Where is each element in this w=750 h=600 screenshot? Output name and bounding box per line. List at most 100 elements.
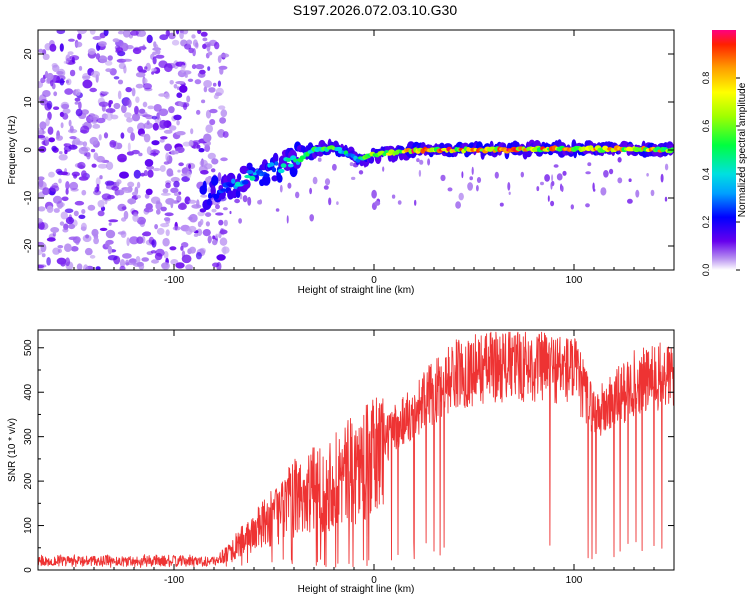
- spectrogram-noise-blob: [186, 39, 193, 46]
- spectrogram-noise-blob: [138, 108, 146, 114]
- spectrogram-noise-blob: [89, 114, 100, 121]
- spectrogram-ridge-halo: [276, 174, 283, 183]
- spectrogram-ridge-halo: [237, 173, 242, 181]
- spectrogram-noise-blob: [143, 78, 148, 84]
- spectrogram-noise-blob: [151, 140, 160, 146]
- spectrogram-ridge-core: [213, 193, 220, 200]
- spectrogram-noise-blob: [145, 203, 153, 210]
- snr-y-tick-label: 400: [23, 383, 34, 400]
- spectrogram-noise-blob: [66, 78, 72, 86]
- spectrogram-noise-blob: [73, 210, 79, 217]
- spectrogram-noise-blob: [200, 194, 208, 198]
- spectrogram-noise-blob: [38, 135, 46, 139]
- spectrogram-noise-blob: [154, 44, 159, 53]
- spectrogram-noise-blob: [75, 237, 80, 245]
- spectrogram-noise-blob: [183, 102, 188, 111]
- spectrogram-noise-blob: [46, 205, 54, 213]
- spectrogram-noise-blob: [143, 133, 151, 143]
- spectrogram-noise-blob: [150, 250, 157, 254]
- spectrogram-noise-blob: [163, 251, 169, 259]
- spectrogram-faint-dot: [295, 191, 300, 199]
- spectrogram-faint-dot: [234, 198, 241, 204]
- colorbar-tick-label: 0.0: [701, 264, 711, 277]
- spectrogram-noise-blob: [53, 106, 60, 110]
- spectrogram-noise-blob: [205, 124, 213, 133]
- spectrogram-faint-dot: [551, 174, 554, 182]
- spectrogram-faint-dot: [471, 166, 474, 175]
- spectrogram-noise-blob: [108, 100, 114, 105]
- spectrogram-noise-blob: [62, 228, 69, 233]
- spectrogram-noise-blob: [165, 30, 170, 37]
- spectrogram-noise-blob: [116, 189, 125, 196]
- spectrogram-noise-blob: [89, 136, 99, 145]
- spectrogram-noise-blob: [125, 259, 130, 266]
- spectrogram-noise-blob: [104, 241, 111, 248]
- snr-x-tick-label: -100: [164, 575, 184, 586]
- spectrogram-noise-blob: [117, 153, 127, 163]
- spectrogram-noise-blob: [147, 169, 154, 178]
- spectrogram-faint-dot: [499, 202, 504, 207]
- spectrogram-noise-blob: [156, 209, 161, 215]
- spectrogram-noise-blob: [216, 130, 222, 135]
- spectrogram-noise-blob: [175, 30, 180, 35]
- spectrogram-noise-blob: [164, 63, 173, 73]
- spectrogram-noise-blob: [188, 199, 197, 204]
- spectrogram-noise-blob: [165, 152, 170, 162]
- spectrogram-noise-blob: [138, 263, 145, 270]
- spectrogram-noise-blob: [119, 259, 126, 268]
- spectrogram-noise-blob: [170, 187, 179, 194]
- spectrogram-ridge-core: [231, 178, 236, 184]
- spectrogram-ridge-core: [249, 175, 256, 181]
- spectrogram-noise-blob: [162, 188, 169, 194]
- colorbar-gradient: [712, 30, 736, 270]
- spectrogram-noise-blob: [61, 103, 70, 109]
- spectrogram-noise-blob: [210, 168, 216, 173]
- spectrogram-noise-blob: [151, 68, 157, 72]
- spectrogram-noise-blob: [155, 54, 165, 59]
- spectrogram-ridge-halo: [202, 180, 207, 193]
- spectrogram-noise-blob: [134, 105, 139, 115]
- spectrogram-noise-blob: [98, 134, 102, 141]
- spectrogram-noise-blob: [196, 144, 201, 149]
- spectrogram-ridge-core: [263, 173, 270, 178]
- spectrogram-noise-blob: [64, 243, 72, 252]
- spectrogram-noise-blob: [200, 170, 209, 175]
- spectrogram-noise-blob: [64, 149, 68, 155]
- spectrogram-faint-dot: [427, 158, 431, 166]
- spectrogram-faint-dot: [419, 159, 424, 165]
- spectrogram-noise-blob: [107, 55, 113, 61]
- spectrogram-noise-blob: [78, 214, 86, 219]
- spectrogram-noise-blob: [97, 163, 108, 169]
- spectrogram-noise-blob: [50, 227, 60, 233]
- spectrogram-noise-blob: [215, 204, 220, 210]
- spectrogram-noise-blob: [82, 234, 92, 243]
- spectrogram-noise-blob: [160, 192, 171, 196]
- snr-y-label: SNR (10 * v/v): [7, 418, 18, 482]
- spectrogram-y-label: Frequency (Hz): [7, 116, 18, 185]
- spectrogram-noise-blob: [201, 99, 206, 104]
- spectrogram-noise-blob: [138, 152, 143, 157]
- spectrogram-faint-dot: [382, 166, 385, 172]
- spectrogram-noise-blob: [42, 90, 51, 97]
- spectrogram-ridge-halo: [272, 152, 279, 164]
- spectrogram-noise-blob: [69, 55, 80, 61]
- spectrogram-noise-blob: [45, 118, 50, 127]
- spectrogram-noise-blob: [125, 87, 132, 93]
- spectrogram-noise-blob: [113, 102, 121, 110]
- spectrogram-faint-dot: [664, 163, 669, 171]
- spectrogram-noise-blob: [68, 38, 75, 42]
- spectrogram-noise-blob: [71, 171, 80, 177]
- spectrogram-noise-blob: [136, 216, 146, 225]
- spectrogram-noise-blob: [203, 80, 213, 88]
- spectrogram-faint-dot: [628, 178, 632, 182]
- spectrogram-noise-blob: [144, 66, 148, 70]
- spectrogram-noise-blob: [196, 199, 200, 208]
- spectrogram-ridge-halo: [271, 175, 278, 182]
- spectrogram-noise-blob: [119, 171, 129, 179]
- spectrogram-faint-dot: [242, 195, 248, 203]
- spectrogram-noise-blob: [42, 53, 50, 60]
- spectrogram-noise-blob: [123, 65, 127, 74]
- spectrogram-noise-blob: [154, 224, 159, 230]
- spectrogram-noise-blob: [122, 30, 131, 38]
